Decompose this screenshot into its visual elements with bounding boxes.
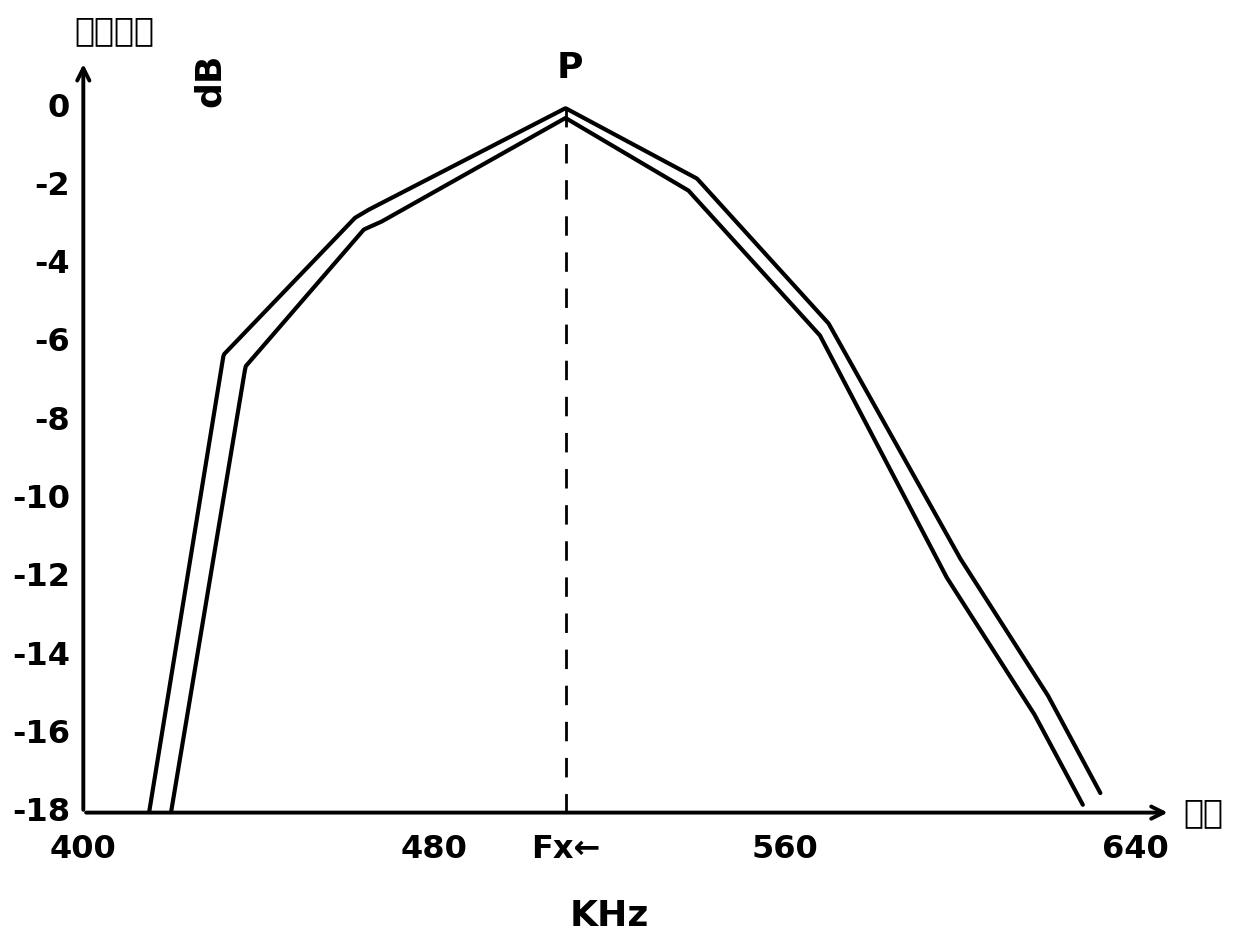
- Text: -12: -12: [12, 563, 71, 593]
- Text: -10: -10: [12, 484, 71, 515]
- Text: KHz: KHz: [569, 899, 649, 933]
- Text: 400: 400: [50, 834, 117, 865]
- Text: -2: -2: [35, 171, 71, 202]
- Text: dB: dB: [193, 54, 227, 107]
- Text: -18: -18: [12, 797, 71, 828]
- Text: -8: -8: [35, 406, 71, 437]
- Text: 640: 640: [1102, 834, 1169, 865]
- Text: 480: 480: [401, 834, 467, 865]
- Text: P: P: [557, 51, 583, 85]
- Text: 0: 0: [48, 92, 71, 123]
- Text: -16: -16: [12, 719, 71, 750]
- Text: Fx←: Fx←: [531, 834, 600, 865]
- Text: 560: 560: [751, 834, 818, 865]
- Text: 频率: 频率: [1184, 796, 1224, 829]
- Text: -14: -14: [12, 641, 71, 672]
- Text: 信号幅値: 信号幅値: [74, 14, 155, 48]
- Text: -4: -4: [35, 249, 71, 280]
- Text: -6: -6: [35, 327, 71, 359]
